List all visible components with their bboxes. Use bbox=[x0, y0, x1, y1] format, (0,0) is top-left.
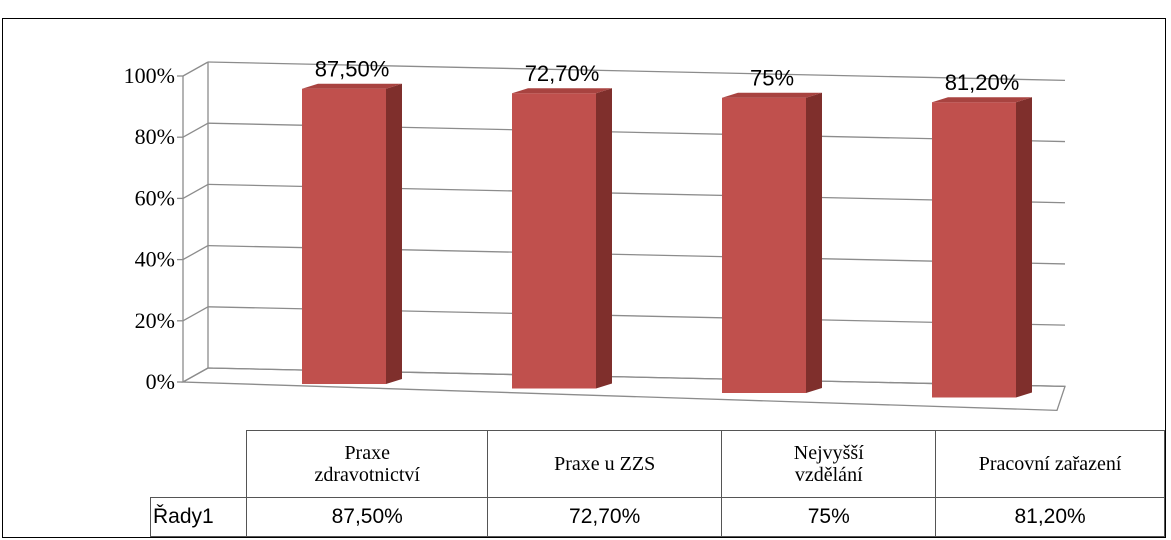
bar-top bbox=[512, 88, 612, 94]
gridline-side bbox=[182, 306, 209, 322]
category-label-line: Praxe u ZZS bbox=[554, 453, 656, 475]
y-tick-label: 20% bbox=[135, 308, 175, 333]
series-name: Řady1 bbox=[149, 497, 248, 537]
table-value-cell: 87,50% bbox=[246, 497, 488, 537]
table-header-cell: Praxe zdravotnictví bbox=[246, 430, 488, 498]
y-tick-label: 40% bbox=[135, 247, 175, 272]
table-header-cell: Nejvyšší vzdělání bbox=[721, 430, 937, 498]
table-value-cell: 81,20% bbox=[935, 497, 1165, 537]
gridline-side bbox=[182, 367, 209, 383]
gridline-side bbox=[182, 183, 209, 199]
gridline-side bbox=[182, 61, 209, 77]
y-tick-label: 60% bbox=[135, 185, 175, 210]
category-label-line: vzdělání bbox=[794, 464, 863, 486]
category-label-line: Pracovní zařazení bbox=[978, 453, 1122, 475]
bar bbox=[302, 88, 386, 385]
category-label-line: zdravotnictví bbox=[314, 464, 420, 486]
bar-side bbox=[386, 83, 402, 385]
bar bbox=[512, 93, 596, 389]
data-label: 72,70% bbox=[525, 61, 600, 86]
data-table: Praxe zdravotnictví Praxe u ZZS Nejvyšší… bbox=[149, 430, 1165, 537]
table-value-cell: 75% bbox=[721, 497, 937, 537]
data-label: 75% bbox=[750, 66, 794, 91]
data-table-corner bbox=[150, 430, 247, 498]
bar bbox=[932, 102, 1016, 398]
gridline-side bbox=[182, 245, 209, 261]
y-tick-label: 0% bbox=[146, 369, 175, 394]
bar-side bbox=[806, 92, 822, 393]
table-header-cell: Praxe u ZZS bbox=[486, 430, 723, 498]
data-label: 87,50% bbox=[315, 57, 390, 82]
table-value-cell: 72,70% bbox=[486, 497, 723, 537]
table-header-cell: Pracovní zařazení bbox=[935, 430, 1165, 498]
data-label: 81,20% bbox=[945, 70, 1020, 95]
chart-plot: 0% 20% 40% 60% 80% 100% 87,50% 72,70% 75% 81,20% bbox=[124, 57, 1066, 412]
y-tick-label: 100% bbox=[124, 63, 175, 88]
bar-side bbox=[1016, 97, 1032, 398]
bar bbox=[722, 97, 806, 393]
gridline-side bbox=[182, 122, 209, 138]
chart-frame: 0% 20% 40% 60% 80% 100% 87,50% 72,70% 75% 81,20%… bbox=[2, 18, 1166, 538]
y-tick-label: 80% bbox=[135, 124, 175, 149]
bar-top bbox=[722, 92, 822, 98]
category-label-line: Praxe bbox=[344, 442, 390, 464]
bar-top bbox=[932, 97, 1032, 103]
category-label-line: Nejvyšší bbox=[793, 442, 864, 464]
bar-side bbox=[596, 88, 612, 389]
bar-top bbox=[302, 83, 402, 89]
gridline bbox=[207, 61, 1066, 81]
